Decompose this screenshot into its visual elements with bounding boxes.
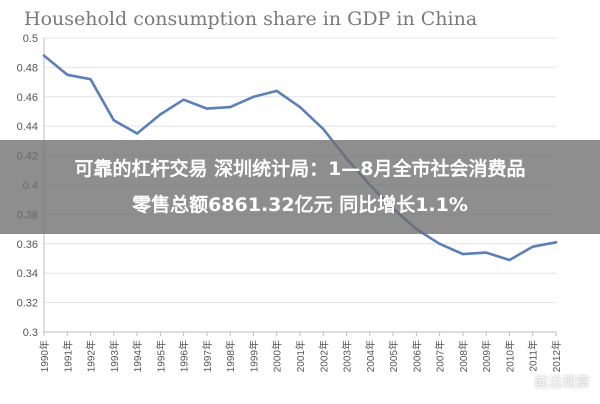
x-tick-label: 2004年 — [364, 340, 377, 372]
data-point — [89, 77, 92, 81]
x-tick-label: 2008年 — [457, 340, 470, 372]
data-point — [112, 119, 116, 122]
data-point — [205, 107, 209, 110]
news-overlay-banner: 可靠的杠杆交易 深圳统计局：1—8月全市社会消费品 零售总额6861.32亿元 … — [0, 140, 600, 234]
data-point — [298, 105, 302, 109]
x-tick-label: 1996年 — [178, 340, 191, 372]
data-point — [554, 241, 558, 244]
x-tick-label: 2003年 — [341, 340, 354, 372]
x-tick-label: 2011年 — [527, 340, 540, 372]
x-tick-label: 2002年 — [317, 340, 330, 372]
x-tick-label: 1999年 — [247, 340, 260, 372]
x-tick-label: 1997年 — [201, 340, 214, 372]
data-point — [461, 252, 465, 256]
data-point — [275, 89, 278, 93]
overlay-headline-line-2: 零售总额6861.32亿元 同比增长1.1% — [132, 194, 468, 216]
y-tick-label: 0.36 — [17, 239, 38, 251]
x-tick-label: 1990年 — [38, 340, 51, 372]
data-point — [252, 95, 255, 99]
x-tick-label: 1991年 — [61, 340, 74, 372]
x-axis-ticks: 1990年 1991年 1992年 1993年 1994年 1995年 1996年 1997年… — [38, 340, 563, 372]
x-tick-label: 1995年 — [154, 340, 167, 372]
x-tick-label: 2007年 — [434, 340, 447, 372]
data-point — [159, 113, 162, 116]
y-tick-label: 0.5 — [23, 33, 38, 45]
x-tick-label: 2012年 — [550, 340, 563, 372]
x-tick-label: 2006年 — [410, 340, 423, 372]
data-point — [135, 132, 139, 135]
watermark: 前沿观察 — [514, 372, 590, 392]
y-tick-label: 0.48 — [17, 62, 38, 74]
data-point — [228, 105, 232, 109]
x-tick-label: 2005年 — [387, 340, 400, 372]
data-point — [66, 73, 69, 76]
y-tick-label: 0.3 — [23, 327, 38, 339]
x-tick-label: 2010年 — [503, 340, 516, 372]
data-point — [322, 127, 325, 131]
x-tick-label: 1998年 — [224, 340, 237, 372]
data-point — [508, 258, 511, 262]
x-tick-label: 2001年 — [294, 340, 307, 372]
watermark-text: 前沿观察 — [534, 375, 590, 391]
y-tick-label: 0.34 — [17, 268, 38, 280]
y-tick-label: 0.32 — [17, 298, 38, 310]
x-tick-label: 2000年 — [271, 340, 284, 372]
data-point — [484, 251, 488, 254]
data-point — [42, 54, 46, 57]
overlay-headline-line-1: 可靠的杠杆交易 深圳统计局：1—8月全市社会消费品 — [74, 158, 526, 180]
chart-title: Household consumption share in GDP in Ch… — [24, 8, 477, 30]
x-tick-label: 1992年 — [85, 340, 98, 372]
y-tick-label: 0.46 — [17, 92, 38, 104]
y-tick-label: 0.44 — [17, 121, 38, 133]
x-tick-label: 2009年 — [480, 340, 493, 372]
data-point — [531, 245, 534, 248]
x-tick-label: 1993年 — [108, 340, 121, 372]
x-tick-label: 1994年 — [131, 340, 144, 372]
data-point — [438, 242, 441, 245]
data-point — [182, 98, 185, 101]
circle-logo-icon — [514, 374, 530, 390]
